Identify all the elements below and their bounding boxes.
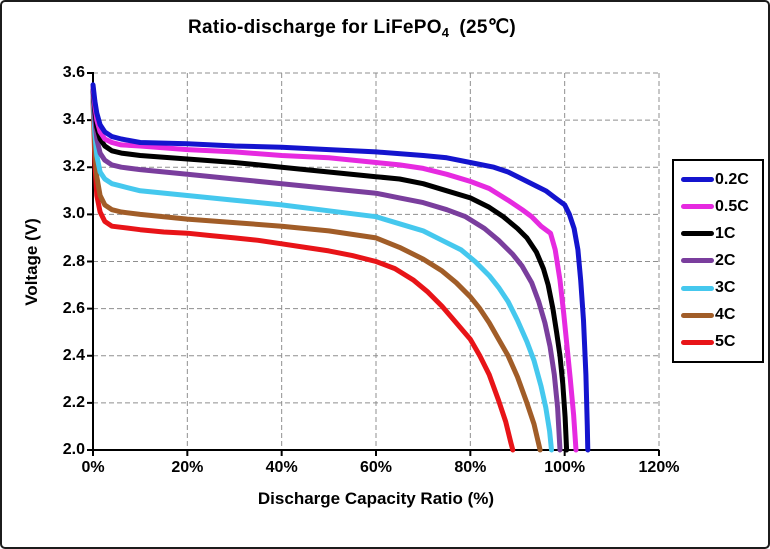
x-tick-label: 20%: [171, 459, 204, 476]
legend-label: 1C: [715, 224, 736, 242]
chart-title-main: Ratio-discharge for LiFePO: [188, 17, 442, 38]
legend-swatch-0.2C: [681, 177, 714, 183]
series-curve-0.2C: [90, 82, 591, 453]
chart-title-subscript: 4: [441, 25, 450, 40]
legend-item-2C: 2C: [681, 252, 758, 270]
y-tick-label: 3.2: [62, 158, 85, 176]
chart-title: Ratio-discharge for LiFePO4 (25℃): [2, 16, 702, 40]
legend-swatch-4C: [681, 312, 714, 318]
legend-item-0.5C: 0.5C: [681, 198, 758, 216]
x-tick-label: 40%: [265, 459, 298, 476]
legend-item-5C: 5C: [681, 333, 758, 351]
y-tick-label: 3.6: [62, 64, 85, 81]
series-curve-4C: [90, 94, 543, 453]
y-tick-label: 2.8: [62, 252, 85, 270]
x-axis-title: Discharge Capacity Ratio (%): [257, 489, 495, 508]
legend-item-3C: 3C: [681, 279, 758, 297]
y-tick-label: 2.4: [62, 346, 85, 364]
chart-title-suffix: (25℃): [459, 17, 516, 38]
legend-swatch-0.5C: [681, 204, 714, 210]
series-curve-2C: [90, 89, 563, 453]
legend-swatch-1C: [681, 231, 714, 237]
legend-item-4C: 4C: [681, 306, 758, 324]
legend-label: 3C: [715, 279, 736, 297]
legend-label: 2C: [715, 251, 736, 269]
y-tick-label: 3.0: [62, 205, 85, 223]
y-tick-label: 2.6: [62, 299, 85, 317]
legend-label: 0.2C: [715, 170, 749, 188]
legend-label: 0.5C: [715, 197, 749, 215]
y-axis-title: Voltage (V): [22, 218, 41, 306]
legend-item-1C: 1C: [681, 225, 758, 243]
x-tick-label: 100%: [544, 459, 586, 476]
y-tick-label: 2.0: [62, 441, 85, 458]
legend-swatch-5C: [681, 339, 714, 345]
series-curve-3C: [90, 91, 554, 453]
series-curve-5C: [90, 96, 516, 453]
legend-box: 0.2C 0.5C 1C 2C 3C 4C 5C: [672, 159, 764, 363]
series-curve-0.5C: [90, 84, 579, 453]
legend-label: 5C: [715, 333, 736, 351]
series-curve-1C: [90, 87, 570, 453]
x-tick-label: 60%: [359, 459, 393, 476]
x-tick-label: 80%: [454, 459, 487, 476]
legend-item-0.2C: 0.2C: [681, 171, 758, 189]
x-tick-label: 120%: [638, 459, 680, 476]
y-tick-label: 3.4: [62, 111, 85, 129]
legend-swatch-2C: [681, 258, 714, 264]
legend-label: 4C: [715, 306, 736, 324]
legend-swatch-3C: [681, 285, 714, 291]
x-tick-label: 0%: [81, 459, 105, 476]
y-tick-label: 2.2: [62, 393, 85, 411]
